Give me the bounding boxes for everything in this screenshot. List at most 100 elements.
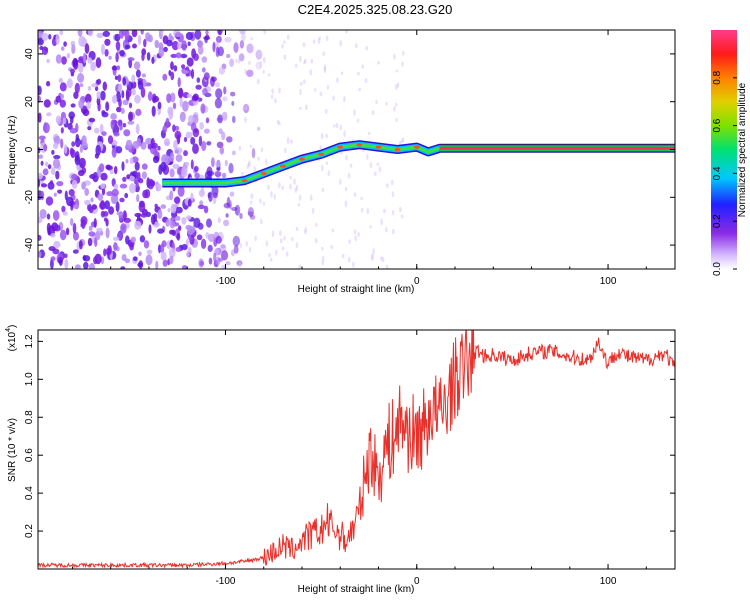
- noise-blob: [233, 42, 239, 53]
- noise-blob: [366, 154, 369, 160]
- noise-blob: [179, 111, 186, 123]
- noise-blob: [158, 46, 165, 57]
- noise-blob: [103, 248, 107, 257]
- noise-blob: [371, 110, 375, 116]
- noise-blob: [132, 43, 137, 49]
- noise-blob: [151, 105, 156, 117]
- noise-blob: [194, 30, 202, 40]
- noise-blob: [41, 46, 49, 56]
- noise-blob: [313, 88, 317, 92]
- noise-blob: [66, 53, 71, 59]
- noise-blob: [281, 44, 284, 49]
- noise-blob: [38, 95, 42, 103]
- noise-blob: [335, 122, 339, 129]
- noise-blob: [110, 113, 117, 120]
- noise-blob: [193, 53, 199, 61]
- noise-blob: [124, 44, 131, 50]
- noise-blob: [281, 185, 284, 190]
- noise-blob: [131, 88, 136, 96]
- noise-blob: [238, 53, 245, 62]
- noise-blob: [247, 211, 254, 216]
- noise-blob: [70, 103, 76, 108]
- noise-blob: [356, 118, 360, 123]
- noise-blob: [353, 109, 356, 116]
- noise-blob: [61, 205, 66, 213]
- noise-blob: [175, 247, 182, 252]
- noise-blob: [153, 213, 158, 222]
- noise-blob: [84, 199, 91, 206]
- noise-blob: [129, 157, 134, 165]
- noise-blob: [113, 183, 119, 191]
- noise-blob: [283, 40, 286, 44]
- noise-blob: [70, 149, 76, 159]
- noise-blob: [46, 213, 51, 220]
- noise-blob: [137, 171, 141, 182]
- noise-blob: [81, 141, 88, 149]
- colorbar-tick-label: 0.8: [712, 70, 723, 84]
- noise-blob: [374, 171, 377, 177]
- noise-blob: [259, 61, 263, 68]
- noise-blob: [279, 238, 283, 244]
- noise-blob: [113, 236, 120, 241]
- noise-blob: [322, 51, 326, 56]
- noise-blob: [183, 136, 188, 143]
- noise-blob: [327, 170, 331, 177]
- noise-blob: [175, 206, 183, 214]
- noise-blob: [355, 42, 358, 49]
- noise-blob: [302, 42, 306, 48]
- noise-blob: [55, 54, 62, 64]
- noise-blob: [134, 220, 142, 230]
- noise-blob: [273, 193, 277, 200]
- noise-blob: [38, 112, 42, 123]
- track-peak: [260, 171, 267, 175]
- noise-blob: [111, 188, 119, 197]
- noise-blob: [55, 95, 62, 103]
- noise-blob: [88, 225, 93, 231]
- colorbar: 0.0 0.2 0.4 0.6 0.8 Normalized spectral ampl…: [711, 30, 748, 276]
- spectrogram-track-layer: [162, 140, 675, 188]
- noise-blob: [249, 200, 253, 205]
- noise-blob: [394, 102, 398, 107]
- noise-blob: [96, 78, 102, 85]
- noise-blob: [86, 101, 91, 110]
- noise-blob: [391, 179, 394, 186]
- noise-blob: [162, 125, 167, 133]
- noise-blob: [50, 256, 56, 261]
- noise-blob: [262, 201, 266, 206]
- noise-blob: [263, 56, 266, 64]
- noise-blob: [171, 229, 176, 236]
- noise-blob: [372, 248, 376, 255]
- noise-blob: [195, 84, 202, 90]
- noise-blob: [265, 240, 269, 247]
- noise-blob: [206, 141, 212, 146]
- noise-blob: [162, 73, 168, 81]
- noise-blob: [157, 101, 162, 110]
- noise-blob: [181, 64, 186, 69]
- noise-blob: [83, 261, 89, 269]
- y-tick-label: 0.4: [24, 486, 35, 500]
- noise-blob: [194, 172, 200, 179]
- noise-blob: [208, 233, 215, 242]
- noise-blob: [87, 57, 93, 64]
- noise-blob: [170, 61, 174, 70]
- noise-blob: [59, 82, 67, 92]
- noise-blob: [96, 32, 104, 39]
- noise-blob: [102, 30, 111, 37]
- noise-blob: [38, 234, 42, 241]
- noise-blob: [271, 88, 275, 94]
- noise-blob: [109, 169, 114, 175]
- y-tick-label: 0.8: [24, 410, 35, 424]
- noise-blob: [212, 192, 218, 199]
- noise-blob: [107, 245, 112, 253]
- noise-blob: [249, 214, 256, 220]
- noise-blob: [154, 148, 158, 154]
- noise-blob: [72, 59, 79, 70]
- noise-blob: [400, 139, 404, 143]
- noise-blob: [205, 30, 209, 35]
- noise-blob: [99, 230, 104, 236]
- noise-blob: [99, 123, 104, 135]
- snr-plot-area: [38, 330, 675, 569]
- noise-blob: [52, 210, 60, 221]
- noise-blob: [134, 161, 140, 171]
